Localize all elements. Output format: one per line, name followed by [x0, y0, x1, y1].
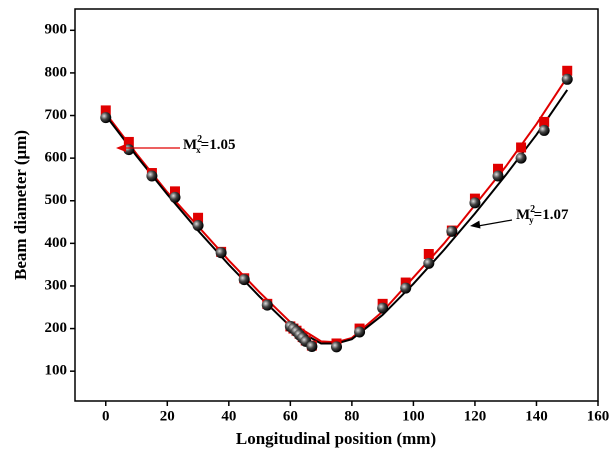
point	[423, 249, 434, 259]
point	[516, 142, 527, 153]
point	[100, 112, 112, 124]
point	[146, 170, 158, 182]
annotation-arrowhead	[470, 220, 481, 229]
point	[539, 116, 550, 127]
annotation: M2 x=1.05	[183, 134, 235, 155]
y-tick-label: 600	[45, 150, 68, 166]
x-tick-label: 0	[102, 408, 110, 424]
y-tick-label: 400	[45, 235, 68, 251]
plot-frame	[74, 8, 599, 402]
point	[538, 124, 550, 136]
annotation: M2 y=1.07	[516, 204, 569, 225]
point	[492, 170, 504, 182]
y-tick-label: 500	[45, 192, 68, 208]
x-tick-label: 100	[402, 408, 425, 424]
point	[469, 197, 481, 209]
annotation-base: M	[516, 207, 530, 223]
point	[169, 186, 180, 197]
point	[377, 302, 389, 314]
x-tick-label: 60	[283, 408, 298, 424]
fit-line	[104, 76, 569, 344]
point	[261, 299, 273, 311]
x-tick-label: 80	[344, 408, 359, 424]
fit-line	[104, 89, 569, 345]
y-axis-label: Beam diameter (μm)	[11, 130, 30, 280]
point	[238, 274, 250, 286]
x-axis-label: Longitudinal position (mm)	[236, 429, 436, 448]
annotation-sub: y	[529, 215, 534, 225]
annotation-sup: 2	[530, 204, 535, 215]
point	[354, 326, 366, 338]
point	[123, 136, 134, 147]
point	[169, 191, 181, 203]
point	[331, 341, 342, 353]
x-tick-label: 160	[587, 408, 610, 424]
y-tick-label: 200	[45, 320, 68, 336]
point	[446, 225, 458, 237]
x-tick-label: 140	[525, 408, 548, 424]
x-tick-label: 120	[464, 408, 487, 424]
point	[562, 65, 573, 76]
point	[123, 144, 135, 156]
x-tick-label: 20	[160, 408, 175, 424]
annotation-base: M	[183, 137, 197, 153]
y-tick-label: 700	[45, 107, 68, 123]
point	[423, 257, 435, 269]
point	[100, 105, 111, 116]
point	[193, 212, 204, 223]
x-tick-label: 40	[221, 408, 236, 424]
point	[400, 282, 412, 294]
y-tick-label: 100	[45, 363, 68, 379]
y-tick-label: 800	[45, 64, 68, 80]
point	[515, 152, 527, 164]
y-tick-label: 900	[45, 22, 68, 38]
point	[215, 247, 227, 259]
y-tick-label: 300	[45, 277, 68, 293]
annotation-rest: =1.05	[201, 137, 236, 153]
point	[561, 73, 573, 85]
annotation-sub: x	[196, 145, 201, 155]
annotation-arrowhead	[116, 144, 126, 152]
annotation-rest: =1.07	[534, 207, 569, 223]
point	[192, 219, 204, 231]
annotation-sup: 2	[197, 134, 202, 145]
point	[400, 277, 411, 288]
point	[306, 340, 318, 352]
point	[493, 163, 504, 174]
annotation-arrow	[477, 219, 513, 227]
